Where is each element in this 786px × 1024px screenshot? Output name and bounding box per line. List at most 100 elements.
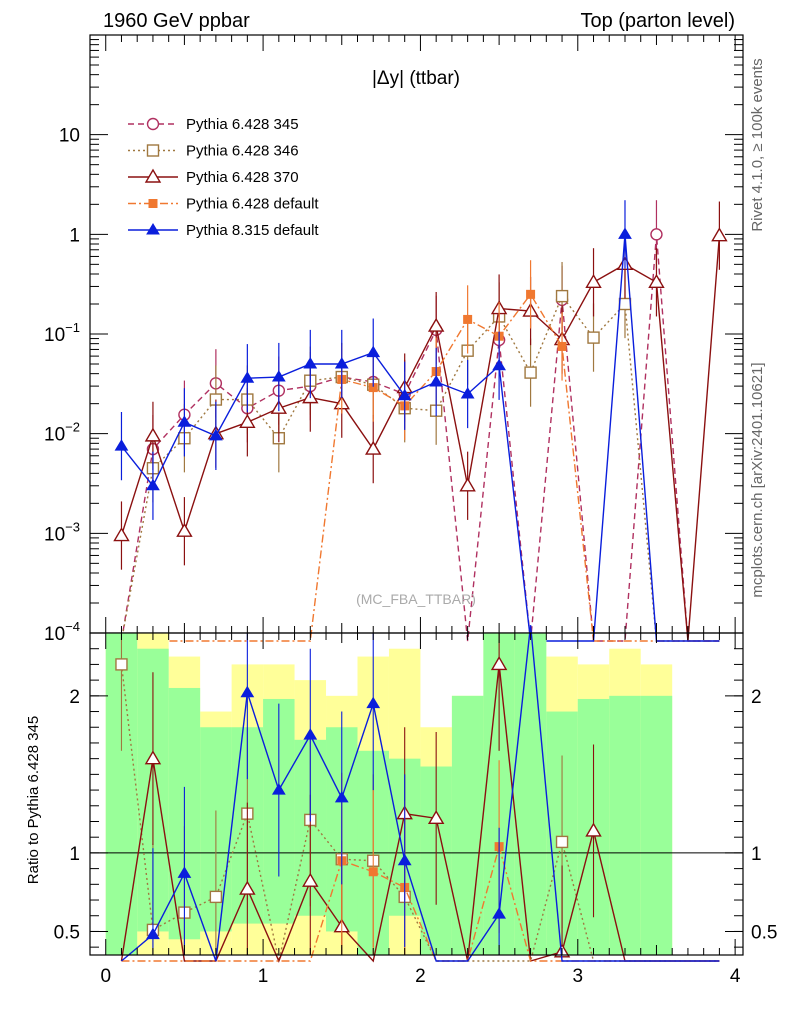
legend-marker-3 xyxy=(148,199,158,208)
point-2-1 xyxy=(144,427,162,442)
ytick-exp-4: −3 xyxy=(65,519,80,534)
point-4-3 xyxy=(208,428,223,441)
point-4-12 xyxy=(492,358,506,371)
ratio-point-3-4 xyxy=(240,685,255,698)
ratio-point-1-15 xyxy=(585,822,602,837)
ytick-exp-5: −4 xyxy=(65,619,80,634)
ratio-panel: 0.5 0.5 1 1 2 2 0 1 2 3 4 xyxy=(54,625,777,987)
ratio-line-3 xyxy=(121,625,720,962)
point-2-0 xyxy=(113,527,130,542)
legend-marker-2 xyxy=(144,168,162,183)
point-4-2 xyxy=(177,415,192,427)
mcplots-label: mcplots.cern.ch [arXiv:2401.10621] xyxy=(749,362,766,597)
ratio-point-3-5 xyxy=(271,783,286,795)
legend-label-2: Pythia 6.428 370 xyxy=(186,169,299,186)
ratio-point-1-12 xyxy=(490,656,508,671)
legend-label-1: Pythia 6.428 346 xyxy=(186,143,299,160)
point-2-17 xyxy=(648,273,665,289)
legend-label-0: Pythia 6.428 345 xyxy=(186,116,299,133)
ratio-ylabel: Ratio to Pythia 6.428 345 xyxy=(25,716,42,884)
ratio-point-1-6 xyxy=(302,872,319,887)
point-2-8 xyxy=(365,440,382,455)
ytick-label-3: 10−2 xyxy=(44,420,80,446)
point-1-16 xyxy=(618,297,632,311)
point-4-5 xyxy=(271,370,286,382)
point-4-1 xyxy=(146,478,160,491)
point-1-15 xyxy=(587,331,600,344)
legend-marker-1 xyxy=(146,144,160,157)
point-0-17 xyxy=(650,228,663,241)
header-right: Top (parton level) xyxy=(580,10,735,32)
plot-title: |Δy| (ttbar) xyxy=(372,68,460,89)
ratio-point-0-3 xyxy=(209,890,223,904)
ratio-point-3-6 xyxy=(303,728,318,740)
point-4-10 xyxy=(429,375,444,387)
point-4-16 xyxy=(618,227,632,239)
point-1-13 xyxy=(524,366,537,379)
series-4 xyxy=(114,200,720,642)
ratio-frame xyxy=(89,632,744,956)
ytick-label-5: 10−4 xyxy=(44,619,80,645)
rtick-label-right-0: 0.5 xyxy=(751,922,777,943)
ratio-point-3-12 xyxy=(492,907,506,919)
point-1-14 xyxy=(555,289,569,303)
point-4-9 xyxy=(397,388,412,401)
ratio-point-3-8 xyxy=(366,696,381,709)
point-2-2 xyxy=(176,522,193,537)
legend: Pythia 6.428 345 Pythia 6.428 346 Pythia 6… xyxy=(128,116,319,239)
ytick-label-4: 10−3 xyxy=(44,519,80,545)
band-green-17 xyxy=(640,695,673,955)
rtick-label-right-2: 2 xyxy=(751,687,762,708)
ratio-point-1-1 xyxy=(144,750,162,765)
ratio-series-3 xyxy=(121,625,720,962)
ratio-point-3-7 xyxy=(334,790,349,803)
ytick-exp-2: −1 xyxy=(65,320,80,335)
rivet-label: Rivet 4.1.0, ≥ 100k events xyxy=(749,58,766,231)
rtick-label-left-2: 2 xyxy=(69,687,80,708)
analysis-watermark: (MC_FBA_TTBAR) xyxy=(356,591,476,607)
point-4-4 xyxy=(240,371,255,383)
point-4-7 xyxy=(334,357,349,369)
series-2 xyxy=(113,201,728,642)
legend-label-3: Pythia 6.428 default xyxy=(186,196,319,213)
ytick-label-1: 1 xyxy=(69,225,80,246)
point-4-0 xyxy=(114,439,129,451)
ratio-point-1-10 xyxy=(427,809,445,825)
ytick-label-2: 10−1 xyxy=(44,320,80,346)
ratio-point-2-8 xyxy=(368,867,378,877)
xtick-label-0: 0 xyxy=(100,966,111,987)
ratio-point-3-9 xyxy=(397,853,412,866)
ratio-line-1 xyxy=(120,664,720,963)
ratio-point-3-2 xyxy=(177,866,192,878)
point-3-13 xyxy=(526,289,536,299)
point-3-14 xyxy=(557,341,567,351)
header-left: 1960 GeV ppbar xyxy=(103,10,250,32)
point-3-11 xyxy=(463,314,473,324)
xtick-label-3: 3 xyxy=(572,966,583,987)
point-2-19 xyxy=(711,227,728,242)
legend-marker-0 xyxy=(146,117,160,131)
series-line-1 xyxy=(120,294,720,642)
legend-marker-4 xyxy=(146,223,160,235)
series-line-3 xyxy=(121,293,720,642)
point-2-15 xyxy=(585,273,602,289)
ratio-point-0-14 xyxy=(555,835,569,849)
legend-label-4: Pythia 8.315 default xyxy=(186,222,319,239)
point-2-11 xyxy=(459,477,476,492)
xtick-label-1: 1 xyxy=(258,966,269,987)
ytick-exp-3: −2 xyxy=(65,420,80,435)
rtick-label-right-1: 1 xyxy=(751,844,762,865)
band-green-16 xyxy=(609,695,641,955)
rtick-label-left-1: 1 xyxy=(69,844,80,865)
point-2-4 xyxy=(239,413,256,429)
ratio-point-1-4 xyxy=(239,880,256,895)
xtick-label-4: 4 xyxy=(730,966,741,987)
xtick-label-2: 2 xyxy=(415,966,426,987)
band-green-13 xyxy=(514,633,547,955)
point-4-8 xyxy=(366,345,381,358)
ratio-point-3-1 xyxy=(146,927,160,940)
band-green-11 xyxy=(451,695,484,955)
point-4-6 xyxy=(303,357,318,369)
series-line-4 xyxy=(120,234,720,642)
